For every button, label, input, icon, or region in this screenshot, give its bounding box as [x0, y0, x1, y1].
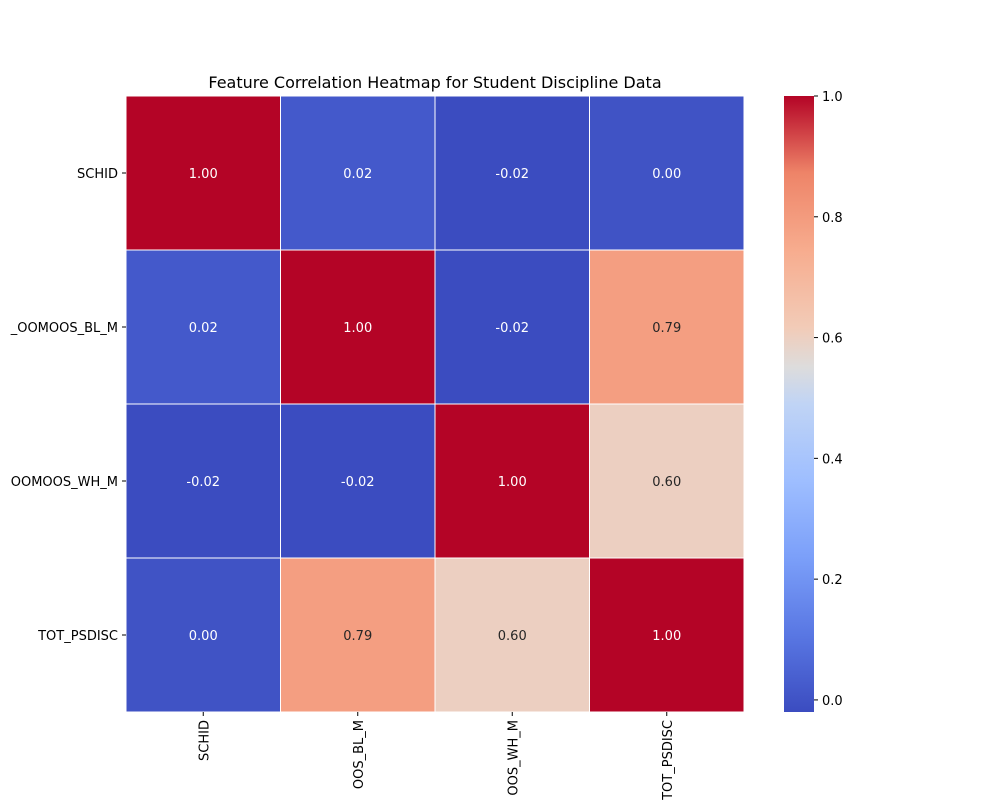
cell-value-label: 0.00 — [652, 167, 681, 182]
x-tick-label: OOS_WH_M — [506, 720, 521, 796]
colorbar-tick-label: 0.6 — [822, 332, 843, 347]
cell-value-label: 1.00 — [498, 475, 527, 490]
chart-title: Feature Correlation Heatmap for Student … — [208, 73, 661, 92]
cell-value-label: -0.02 — [495, 321, 529, 336]
heatmap-cells — [125, 95, 745, 713]
cell-value-label: 1.00 — [189, 167, 218, 182]
heatmap-cell — [589, 557, 745, 713]
cell-value-label: 0.02 — [189, 321, 218, 336]
colorbar-tick-label: 0.8 — [822, 211, 843, 226]
colorbar-tick-label: 0.2 — [822, 573, 843, 588]
cell-value-label: 0.02 — [343, 167, 372, 182]
cell-value-label: 0.00 — [189, 629, 218, 644]
colorbar-gradient — [784, 96, 814, 712]
colorbar-tick-label: 0.0 — [822, 694, 843, 709]
cell-value-label: -0.02 — [495, 167, 529, 182]
heatmap-cell — [280, 403, 436, 559]
cell-value-label: -0.02 — [341, 475, 375, 490]
heatmap-cell — [434, 249, 590, 405]
heatmap-cell — [280, 249, 436, 405]
heatmap-cell — [125, 249, 281, 405]
heatmap-cell — [589, 95, 745, 251]
y-tick-label: _OOMOOS_BL_M — [10, 321, 118, 336]
x-tick-label: TOT_PSDISC — [661, 720, 676, 800]
x-tick-label: OOS_BL_M — [352, 720, 367, 789]
heatmap-cell-labels: 1.00 0.02 -0.02 0.00 0.02 1.00 -0.02 0.79 -0.02 -… — [186, 167, 681, 644]
heatmap-cell — [434, 557, 590, 713]
y-tick-label: TOT_PSDISC — [37, 629, 118, 644]
colorbar-tick-label: 0.4 — [822, 452, 843, 467]
cell-value-label: 1.00 — [652, 629, 681, 644]
x-axis: SCHID OOS_BL_M OOS_WH_M TOT_PSDISC — [197, 712, 676, 800]
heatmap-cell — [280, 95, 436, 251]
heatmap-cell — [125, 557, 281, 713]
heatmap-cell — [125, 95, 281, 251]
heatmap-cell — [589, 403, 745, 559]
y-tick-label: SCHID — [77, 167, 118, 182]
cell-value-label: 0.79 — [652, 321, 681, 336]
cell-value-label: 0.79 — [343, 629, 372, 644]
y-tick-label: OOMOOS_WH_M — [11, 475, 118, 490]
heatmap-cell — [280, 557, 436, 713]
cell-value-label: -0.02 — [186, 475, 220, 490]
x-tick-label: SCHID — [197, 720, 212, 761]
cell-value-label: 0.60 — [498, 629, 527, 644]
heatmap-cell — [434, 95, 590, 251]
cell-value-label: 0.60 — [652, 475, 681, 490]
cell-value-label: 1.00 — [343, 321, 372, 336]
y-axis: SCHID _OOMOOS_BL_M OOMOOS_WH_M TOT_PSDISC — [10, 167, 126, 644]
colorbar: 0.0 0.2 0.4 0.6 0.8 1.0 — [784, 90, 843, 712]
heatmap-cell — [589, 249, 745, 405]
colorbar-tick-label: 1.0 — [822, 90, 843, 105]
